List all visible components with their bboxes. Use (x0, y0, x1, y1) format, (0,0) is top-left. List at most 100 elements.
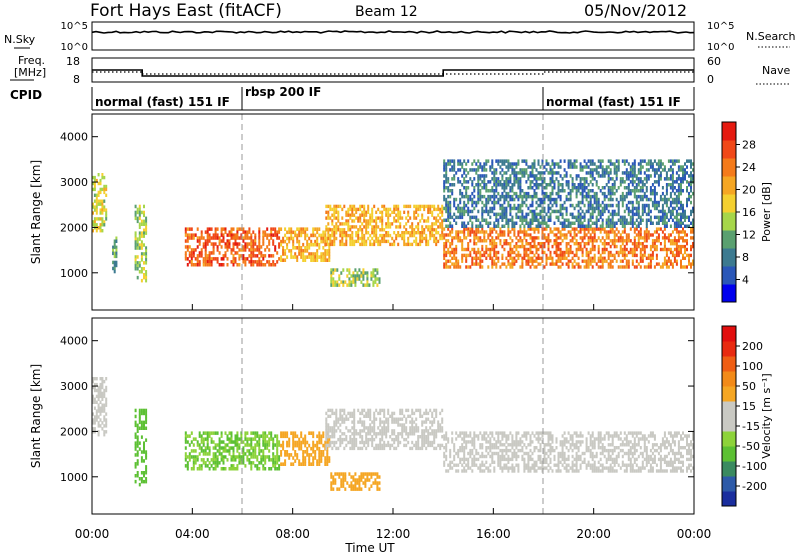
echo-cell (603, 244, 606, 249)
echo-cell (477, 174, 480, 178)
echo-cell (329, 443, 332, 448)
echo-cell (302, 456, 305, 460)
echo-cell (517, 183, 520, 187)
echo-cell (288, 227, 291, 231)
echo-cell (680, 236, 682, 240)
colorbar-swatch (722, 248, 736, 267)
echo-cell (101, 220, 104, 224)
echo-cell (140, 210, 143, 215)
echo-cell (304, 437, 307, 442)
echo-cell (603, 186, 606, 190)
echo-cell (246, 236, 249, 240)
echo-cell (521, 200, 524, 205)
echo-cell (204, 239, 207, 243)
echo-cell (509, 180, 512, 184)
echo-cell (134, 479, 137, 484)
echo-cell (362, 274, 365, 278)
echo-cell (220, 458, 223, 462)
echo-cell (407, 210, 410, 214)
echo-cell (425, 417, 428, 421)
echo-cell (371, 219, 374, 223)
echo-cell (609, 159, 612, 163)
echo-cell (413, 233, 416, 238)
echo-cell (244, 464, 247, 468)
plot-title: Fort Hays East (fitACF) (90, 1, 282, 21)
echo-cell (491, 186, 494, 190)
echo-cell (549, 200, 552, 205)
echo-cell (587, 183, 590, 187)
echo-cell (367, 432, 370, 436)
echo-cell (218, 251, 221, 255)
echo-cell (461, 221, 464, 225)
echo-cell (200, 449, 203, 453)
echo-cell (653, 200, 656, 205)
echo-cell (669, 186, 672, 190)
echo-cell (208, 257, 211, 261)
echo-cell (379, 233, 382, 238)
echo-cell (621, 236, 624, 240)
echo-cell (609, 197, 612, 202)
echo-cell (617, 162, 620, 166)
echo-cell (419, 435, 422, 439)
echo-cell (549, 191, 552, 196)
echo-cell (256, 248, 259, 252)
echo-cell (95, 382, 98, 387)
echo-cell (463, 171, 466, 175)
echo-cell (395, 236, 398, 241)
echo-cell (194, 248, 197, 252)
echo-cell (535, 244, 538, 249)
echo-cell (489, 239, 492, 243)
echo-cell (268, 248, 271, 252)
echo-cell (286, 236, 289, 241)
echo-cell (549, 262, 552, 266)
echo-cell (381, 225, 384, 229)
echo-cell (325, 228, 328, 232)
echo-cell (575, 253, 578, 258)
echo-cell (256, 455, 259, 459)
echo-cell (533, 177, 536, 181)
echo-cell (503, 162, 506, 166)
echo-cell (535, 247, 538, 252)
echo-cell (487, 265, 490, 269)
echo-cell (455, 262, 458, 266)
echo-cell (587, 239, 590, 243)
echo-cell (455, 236, 458, 240)
echo-cell (627, 233, 630, 237)
echo-cell (383, 440, 386, 445)
echo-cell (641, 209, 644, 214)
echo-cell (671, 159, 674, 163)
echo-cell (254, 464, 257, 468)
echo-cell (633, 265, 636, 269)
echo-cell (680, 230, 682, 234)
echo-cell (515, 212, 518, 217)
echo-cell (633, 230, 636, 234)
echo-cell (481, 259, 484, 263)
echo-cell (252, 254, 255, 258)
echo-cell (276, 260, 279, 264)
echo-cell (427, 228, 430, 232)
echo-cell (202, 458, 205, 462)
echo-cell (312, 255, 315, 259)
echo-cell (585, 171, 588, 175)
echo-cell (645, 233, 648, 237)
echo-cell (318, 446, 321, 451)
echo-cell (531, 256, 534, 260)
echo-cell (675, 262, 678, 266)
echo-cell (521, 174, 524, 178)
echo-cell (491, 247, 494, 252)
echo-cell (585, 233, 588, 237)
echo-cell (501, 244, 504, 249)
echo-cell (585, 247, 588, 252)
echo-cell (517, 180, 520, 184)
echo-cell (577, 221, 580, 225)
echo-cell (389, 213, 392, 217)
echo-cell (575, 177, 578, 181)
echo-cell (415, 408, 418, 413)
echo-cell (385, 239, 388, 244)
echo-cell (579, 183, 582, 187)
echo-cell (186, 467, 189, 471)
echo-cell (216, 248, 219, 252)
echo-cell (282, 246, 285, 250)
echo-cell (276, 452, 279, 456)
echo-cell (274, 461, 277, 465)
